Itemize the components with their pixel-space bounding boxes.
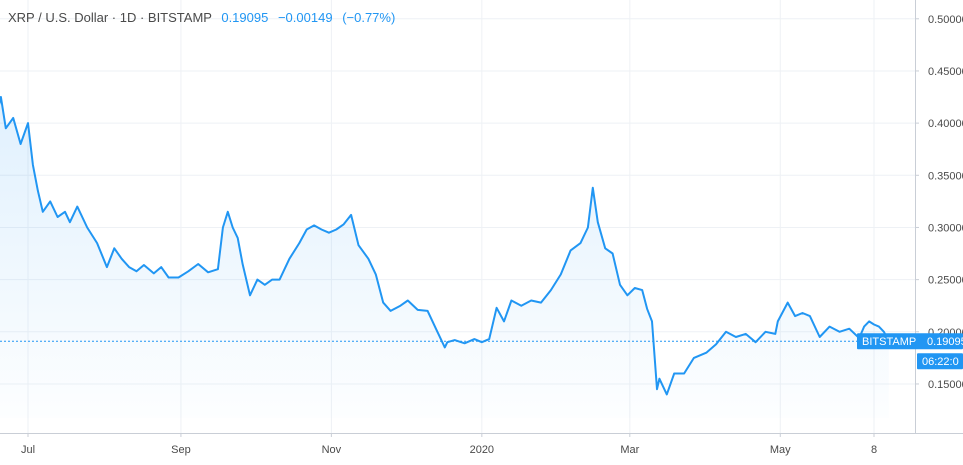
change-percent: (−0.77%): [342, 10, 396, 25]
price-area-fill: [0, 97, 889, 418]
time-axis[interactable]: Jul Sep Nov 2020 Mar May 8: [21, 433, 877, 456]
x-tick-label: 8: [871, 444, 877, 456]
chart-legend: XRP / U.S. Dollar · 1D · BITSTAMP 0.1909…: [8, 10, 395, 25]
x-tick-label: May: [770, 444, 791, 456]
x-tick-label: Sep: [171, 444, 191, 456]
countdown-tag-box: [917, 353, 963, 370]
last-price-tag-label: BITSTAMP: [862, 336, 916, 348]
last-price-tag-box: [857, 333, 963, 350]
x-tick-label: 2020: [470, 444, 494, 456]
change-value: −0.00149: [277, 10, 333, 25]
countdown-tag: 06:22:0: [917, 353, 963, 370]
y-tick-label: 0.50000: [928, 14, 963, 26]
last-value: 0.19095: [221, 10, 269, 25]
symbol-title: XRP / U.S. Dollar · 1D · BITSTAMP: [8, 10, 212, 25]
price-line: [0, 96, 890, 396]
last-price-tag: BITSTAMP 0.19095: [857, 333, 963, 350]
countdown-value: 06:22:0: [922, 356, 959, 368]
last-price-tag-value: 0.19095: [927, 336, 963, 348]
x-tick-label: Mar: [620, 444, 639, 456]
x-tick-label: Nov: [322, 444, 342, 456]
price-axis[interactable]: 0.150000.200000.250000.300000.350000.400…: [915, 14, 963, 391]
x-tick-label: Jul: [21, 444, 35, 456]
